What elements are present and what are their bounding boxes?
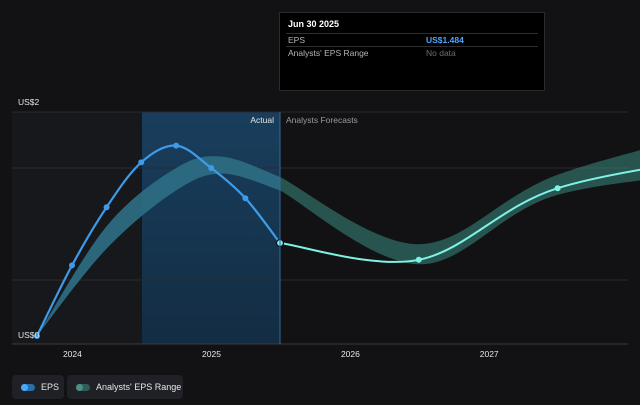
forecast-point <box>554 185 561 192</box>
tooltip-eps-label: EPS <box>288 35 306 45</box>
forecast-point <box>415 256 422 263</box>
eps-range-band-past <box>37 156 280 336</box>
y-tick-label-bottom: US$0 <box>18 330 40 340</box>
legend-range-button[interactable]: Analysts' EPS Range <box>67 375 183 399</box>
eps-point <box>173 142 180 149</box>
eps-point <box>69 262 75 269</box>
eps-legend-icon <box>21 383 35 391</box>
eps-range-band-forecast <box>280 150 640 265</box>
tooltip-range-label: Analysts' EPS Range <box>288 48 369 58</box>
x-tick-label: 2027 <box>480 349 499 359</box>
x-tick-label: 2024 <box>63 349 82 359</box>
range-legend-icon <box>76 383 90 391</box>
x-tick-label: 2026 <box>341 349 360 359</box>
legend-eps-label: EPS <box>41 382 60 392</box>
actual-label: Actual <box>250 115 274 125</box>
tooltip-eps-value: US$1.484 <box>426 35 464 45</box>
legend-range-label: Analysts' EPS Range <box>96 382 182 392</box>
actual-highlight <box>142 112 280 344</box>
y-tick-label-top: US$2 <box>18 97 40 107</box>
tooltip-range-value: No data <box>426 48 456 58</box>
tooltip-row-range: Analysts' EPS Range No data <box>286 46 538 59</box>
eps-point <box>103 204 110 211</box>
forecast-label: Analysts Forecasts <box>286 115 358 125</box>
eps-point <box>208 165 215 171</box>
legend-eps-button[interactable]: EPS <box>12 375 64 399</box>
x-tick-label: 2025 <box>202 349 221 359</box>
eps-point <box>34 333 40 339</box>
tooltip: Jun 30 2025 EPS US$1.484 Analysts' EPS R… <box>279 12 545 91</box>
tooltip-row-eps: EPS US$1.484 <box>286 33 538 46</box>
eps-point <box>242 195 249 202</box>
eps-point <box>138 159 145 166</box>
forecast-line <box>279 168 640 263</box>
tooltip-date: Jun 30 2025 <box>288 19 340 29</box>
